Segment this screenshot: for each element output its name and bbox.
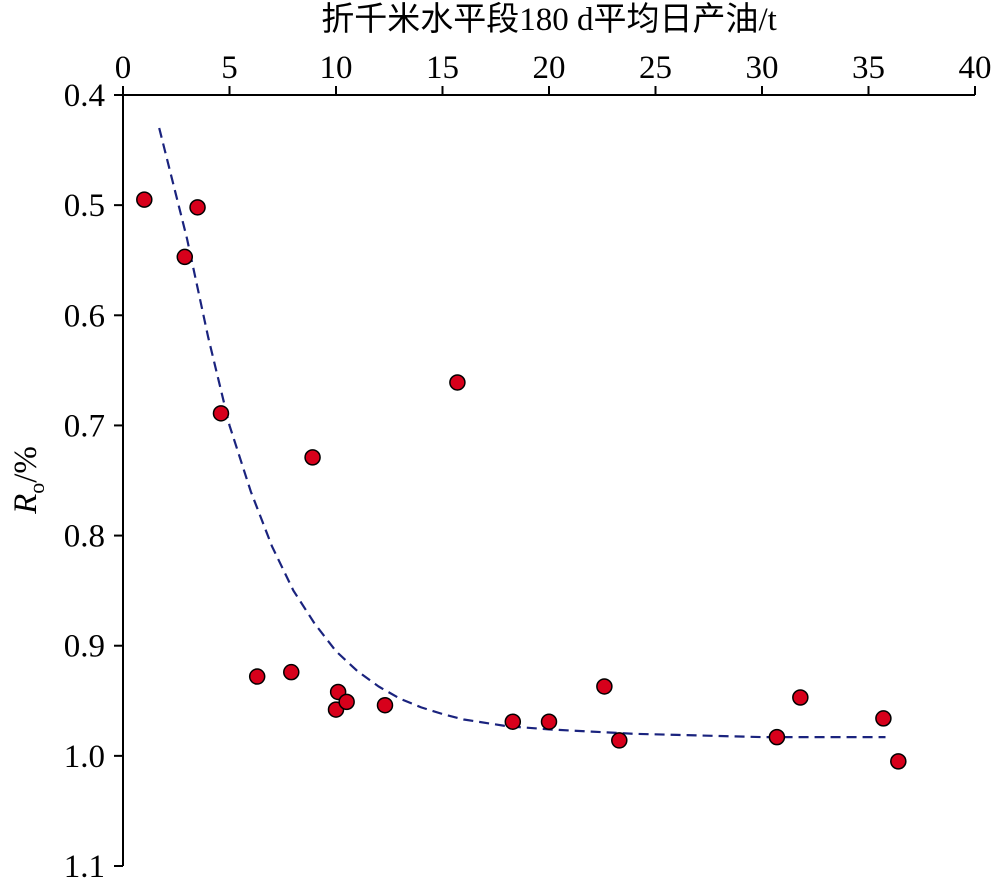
- y-tick-label: 0.6: [64, 298, 105, 334]
- data-point: [768, 728, 786, 746]
- data-point: [875, 710, 892, 727]
- plot-area: 0 5 10 15 20 25 30 35 40 0.4 0.5 0.6 0.7 0.8 0.9 1.0 1.…: [64, 50, 992, 885]
- data-point: [248, 668, 266, 685]
- data-point: [283, 663, 300, 681]
- data-point: [189, 199, 206, 216]
- y-axis-title-subscript: o: [24, 483, 49, 494]
- y-axis-ticks: 0.4 0.5 0.6 0.7 0.8 0.9 1.0 1.1: [64, 78, 123, 885]
- data-points: [136, 191, 907, 770]
- x-tick-label: 25: [639, 50, 672, 86]
- y-axis-title-symbol: R: [8, 494, 44, 515]
- y-tick-label: 0.9: [64, 629, 105, 665]
- data-point: [504, 713, 522, 730]
- x-tick-label: 10: [320, 50, 353, 86]
- x-tick-label: 20: [533, 50, 566, 86]
- data-point: [540, 713, 558, 730]
- data-point: [596, 678, 613, 695]
- data-point: [304, 449, 321, 466]
- x-tick-label: 40: [959, 50, 992, 86]
- data-point: [449, 374, 466, 391]
- y-tick-label: 0.7: [64, 408, 105, 444]
- trend-line: [158, 127, 886, 739]
- data-point: [376, 696, 394, 714]
- y-tick-label: 1.0: [64, 739, 105, 775]
- y-tick-label: 0.4: [64, 78, 105, 114]
- x-tick-label: 5: [221, 50, 238, 86]
- y-axis-title-unit: /%: [8, 446, 44, 483]
- data-point: [890, 753, 907, 770]
- x-tick-label: 30: [746, 50, 779, 86]
- y-tick-label: 1.1: [64, 849, 105, 885]
- x-tick-label: 0: [115, 50, 132, 86]
- data-point: [212, 405, 230, 422]
- x-axis-title: 折千米水平段180 d平均日产油/t: [321, 1, 777, 38]
- data-point: [176, 248, 194, 266]
- x-tick-label: 15: [426, 50, 459, 86]
- x-tick-label: 35: [852, 50, 885, 86]
- data-point: [338, 693, 355, 711]
- data-point: [792, 689, 809, 706]
- y-axis-title: Ro/%: [8, 446, 49, 515]
- x-axis-ticks: 0 5 10 15 20 25 30 35 40: [115, 50, 992, 95]
- y-tick-label: 0.5: [64, 188, 105, 224]
- y-tick-label: 0.8: [64, 519, 105, 555]
- data-point: [611, 732, 628, 749]
- data-point: [136, 191, 153, 208]
